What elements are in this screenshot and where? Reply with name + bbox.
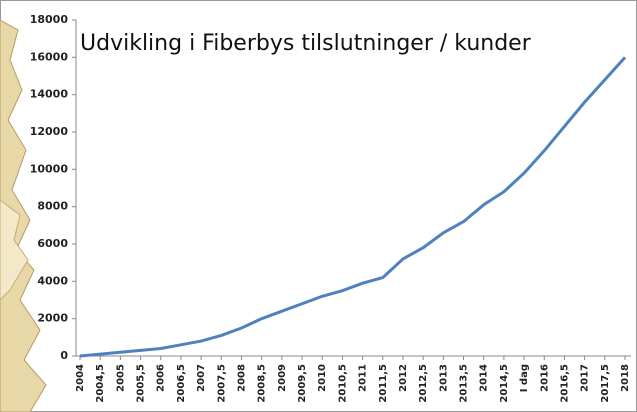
x-tick-label: 2017,5 <box>600 364 611 403</box>
y-tick-label: 0 <box>60 349 68 362</box>
x-tick-label: 2012,5 <box>418 364 429 403</box>
x-tick-label: 2014,5 <box>499 364 510 403</box>
x-tick-label: 2007,5 <box>216 364 227 403</box>
chart-title: Udvikling i Fiberbys tilslutninger / kun… <box>80 31 532 56</box>
y-tick-label: 10000 <box>30 162 69 175</box>
x-tick-label: 2016,5 <box>559 364 570 403</box>
x-tick-label: 2005 <box>115 364 126 392</box>
x-tick-label: 2011,5 <box>378 364 389 403</box>
x-tick-label: 2008,5 <box>257 364 268 403</box>
y-tick-label: 6000 <box>37 237 68 250</box>
x-tick-label: 2013,5 <box>459 364 470 403</box>
y-tick-label: 18000 <box>30 13 69 26</box>
y-tick-label: 12000 <box>30 125 69 138</box>
x-tick-label: I dag <box>519 364 530 392</box>
x-tick-label: 2013 <box>438 364 449 392</box>
y-tick-label: 16000 <box>30 50 69 63</box>
x-tick-label: 2017 <box>580 364 591 392</box>
x-tick-label: 2014 <box>479 364 490 392</box>
x-tick-label: 2009 <box>277 364 288 392</box>
y-tick-label: 8000 <box>37 200 68 213</box>
x-tick-label: 2011 <box>358 364 369 392</box>
chart-frame <box>1 1 637 412</box>
x-tick-label: 2010,5 <box>337 364 348 403</box>
x-tick-label: 2004 <box>75 364 86 392</box>
x-tick-label: 2006,5 <box>176 364 187 403</box>
x-tick-label: 2008 <box>236 364 247 392</box>
x-tick-label: 2010 <box>317 364 328 392</box>
x-tick-label: 2004,5 <box>95 364 106 403</box>
x-tick-label: 2007 <box>196 364 207 392</box>
x-tick-label: 2009,5 <box>297 364 308 403</box>
x-tick-label: 2018 <box>620 364 631 392</box>
x-tick-label: 2016 <box>539 364 550 392</box>
x-tick-label: 2012 <box>398 364 409 392</box>
y-tick-label: 4000 <box>37 274 68 287</box>
chart: 0 2000 4000 6000 8000 10000 12000 14000 16000 180… <box>0 0 637 412</box>
y-tick-label: 14000 <box>30 88 69 101</box>
x-tick-label: 2005,5 <box>136 364 147 403</box>
x-tick-label: 2006 <box>156 364 167 392</box>
y-tick-label: 2000 <box>37 312 68 325</box>
